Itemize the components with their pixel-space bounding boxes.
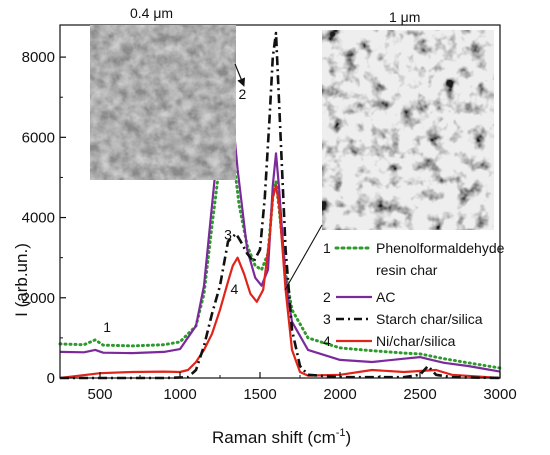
inset-sem-1um: 1 μm: [284, 9, 494, 291]
curve-label-2: 2: [239, 86, 247, 102]
x-tick-label: 1500: [243, 386, 276, 403]
plot-frame: [59, 24, 501, 379]
inset-label-0-4um: 0.4 μm: [130, 5, 173, 21]
x-tick-label: 2500: [403, 386, 436, 403]
legend-entry-4: 4 Ni/char/silica: [323, 333, 456, 349]
y-tick-label: 2000: [22, 290, 55, 307]
x-axis-title-sup: -1: [336, 427, 346, 439]
svg-text:resin char: resin char: [376, 262, 438, 278]
series-line-2: [59, 84, 501, 373]
svg-text:4: 4: [323, 333, 331, 349]
curve-label-4: 4: [231, 281, 239, 297]
x-tick-label: 500: [87, 386, 112, 403]
inset-arrow-0-4um: [234, 63, 246, 87]
curve-label-1: 1: [103, 319, 111, 335]
legend-entry-1: 1 Phenolformaldehyde resin char: [323, 240, 505, 278]
svg-text:Phenolformaldehyde: Phenolformaldehyde: [376, 240, 505, 256]
y-tick-label: 0: [47, 370, 55, 387]
svg-text:3: 3: [323, 311, 331, 327]
legend: 1 Phenolformaldehyde resin char 2 AC 3 S…: [323, 240, 505, 349]
x-tick-label: 1000: [163, 386, 196, 403]
legend-entry-3: 3 Starch char/silica: [323, 311, 483, 327]
x-axis-title-end: ): [346, 428, 352, 447]
series-line-1: [58, 131, 502, 370]
y-tick-label: 8000: [22, 49, 55, 66]
svg-text:AC: AC: [376, 289, 395, 305]
svg-text:Ni/char/silica: Ni/char/silica: [376, 333, 456, 349]
inset-label-1um: 1 μm: [389, 9, 420, 25]
svg-text:Starch char/silica: Starch char/silica: [376, 311, 483, 327]
y-tick-label: 6000: [22, 129, 55, 146]
y-tick-label: 4000: [22, 210, 55, 227]
svg-text:1: 1: [323, 240, 331, 256]
series-line-3: [60, 31, 501, 380]
inset-sem-0-4um: 0.4 μm: [90, 5, 246, 180]
plot-area: [58, 31, 502, 380]
x-axis-title: Raman shift (cm-1): [212, 427, 351, 447]
axes: 500 1000 1500 2000 2500 3000 0 2000 4000 6000 8000: [22, 24, 517, 403]
x-tick-label: 3000: [483, 386, 516, 403]
svg-text:2: 2: [323, 289, 331, 305]
curve-label-3: 3: [224, 227, 232, 243]
inset-arrow-1um: [284, 224, 323, 291]
x-axis-title-main: Raman shift (cm: [212, 428, 336, 447]
x-tick-label: 2000: [323, 386, 356, 403]
legend-entry-2: 2 AC: [323, 289, 395, 305]
y-axis-title: I (arb.un.): [12, 243, 31, 317]
